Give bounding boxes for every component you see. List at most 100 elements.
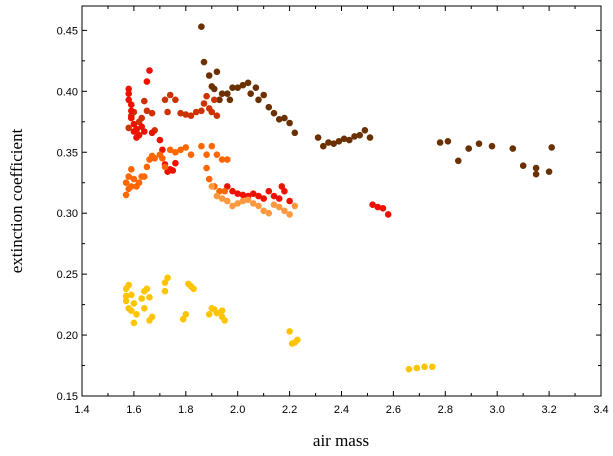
data-point bbox=[294, 336, 301, 344]
data-point bbox=[128, 114, 135, 122]
data-point bbox=[128, 183, 135, 190]
data-point bbox=[141, 173, 148, 180]
data-point bbox=[213, 151, 221, 158]
data-point bbox=[291, 202, 299, 210]
data-point bbox=[314, 134, 322, 141]
data-point bbox=[255, 96, 262, 104]
data-point bbox=[320, 142, 327, 150]
data-point bbox=[224, 90, 231, 97]
data-point bbox=[429, 363, 436, 371]
data-point bbox=[247, 90, 254, 97]
data-point bbox=[211, 96, 218, 104]
data-point bbox=[221, 317, 228, 324]
data-point bbox=[519, 162, 527, 169]
data-point bbox=[455, 157, 462, 165]
data-point bbox=[213, 112, 221, 119]
data-point bbox=[330, 140, 338, 147]
data-point bbox=[218, 156, 226, 163]
data-point bbox=[203, 92, 210, 100]
data-point bbox=[224, 197, 231, 205]
data-point bbox=[151, 155, 158, 162]
data-point bbox=[351, 133, 358, 140]
data-point bbox=[128, 101, 135, 108]
data-point bbox=[205, 311, 213, 318]
series-5 bbox=[122, 274, 436, 373]
data-point bbox=[229, 84, 236, 91]
data-point bbox=[125, 173, 132, 180]
data-point bbox=[125, 85, 132, 93]
data-point bbox=[135, 131, 143, 139]
data-point bbox=[192, 108, 200, 116]
data-point bbox=[190, 285, 197, 293]
data-point bbox=[141, 305, 148, 312]
data-point bbox=[187, 151, 195, 158]
series-0 bbox=[198, 23, 555, 178]
data-point bbox=[216, 187, 223, 195]
data-point bbox=[156, 136, 164, 144]
data-point bbox=[198, 142, 205, 150]
data-point bbox=[281, 207, 288, 215]
x-tick-label: 3.2 bbox=[541, 404, 556, 416]
x-tick-label: 1.8 bbox=[178, 404, 193, 416]
x-tick-label: 3.0 bbox=[490, 404, 505, 416]
data-point bbox=[208, 108, 216, 116]
data-point bbox=[198, 107, 205, 115]
data-point bbox=[146, 67, 153, 74]
data-point bbox=[166, 146, 174, 154]
data-point bbox=[286, 211, 293, 218]
data-point bbox=[239, 197, 247, 205]
data-point bbox=[179, 315, 187, 323]
data-point bbox=[203, 164, 210, 172]
data-point bbox=[218, 90, 226, 97]
data-point bbox=[325, 139, 332, 146]
data-point bbox=[275, 203, 283, 211]
data-point bbox=[346, 136, 353, 144]
data-point bbox=[356, 131, 364, 139]
data-point bbox=[244, 79, 252, 87]
data-point bbox=[205, 72, 213, 79]
data-point bbox=[413, 364, 421, 372]
data-point bbox=[532, 164, 540, 172]
data-point bbox=[128, 107, 135, 115]
plot-area bbox=[81, 5, 602, 397]
data-point bbox=[172, 159, 179, 167]
data-point bbox=[260, 91, 268, 99]
data-point bbox=[226, 96, 234, 104]
data-point bbox=[205, 175, 213, 183]
data-point bbox=[182, 111, 190, 118]
data-point bbox=[265, 187, 273, 195]
data-point bbox=[465, 145, 473, 152]
data-point bbox=[275, 195, 283, 202]
data-point bbox=[159, 155, 166, 162]
data-point bbox=[161, 279, 169, 287]
data-point bbox=[369, 201, 376, 208]
data-point bbox=[125, 90, 132, 97]
x-tick-label: 2.4 bbox=[334, 404, 349, 416]
y-axis: 0.15 0.20 0.25 0.30 0.35 0.40 0.45 bbox=[57, 25, 601, 403]
data-point bbox=[265, 209, 273, 217]
data-point bbox=[138, 295, 145, 302]
data-points bbox=[122, 23, 555, 373]
data-point bbox=[161, 287, 169, 295]
data-point bbox=[208, 142, 216, 150]
data-point bbox=[270, 192, 278, 200]
y-axis-title: extinction coefficient bbox=[7, 128, 26, 273]
data-point bbox=[270, 109, 278, 117]
data-point bbox=[213, 309, 221, 317]
data-point bbox=[366, 134, 374, 141]
data-point bbox=[130, 120, 138, 128]
series-2 bbox=[125, 67, 392, 218]
data-point bbox=[141, 128, 148, 135]
data-point bbox=[221, 187, 228, 195]
data-point bbox=[125, 281, 132, 289]
data-point bbox=[252, 84, 260, 91]
data-point bbox=[218, 195, 226, 202]
series-3 bbox=[122, 142, 231, 199]
y-tick-label: 0.20 bbox=[57, 330, 78, 342]
data-point bbox=[532, 170, 540, 178]
data-point bbox=[509, 145, 517, 152]
data-point bbox=[125, 124, 132, 132]
y-tick-label: 0.25 bbox=[57, 269, 78, 281]
y-tick-label: 0.40 bbox=[57, 86, 78, 98]
data-point bbox=[286, 197, 293, 205]
